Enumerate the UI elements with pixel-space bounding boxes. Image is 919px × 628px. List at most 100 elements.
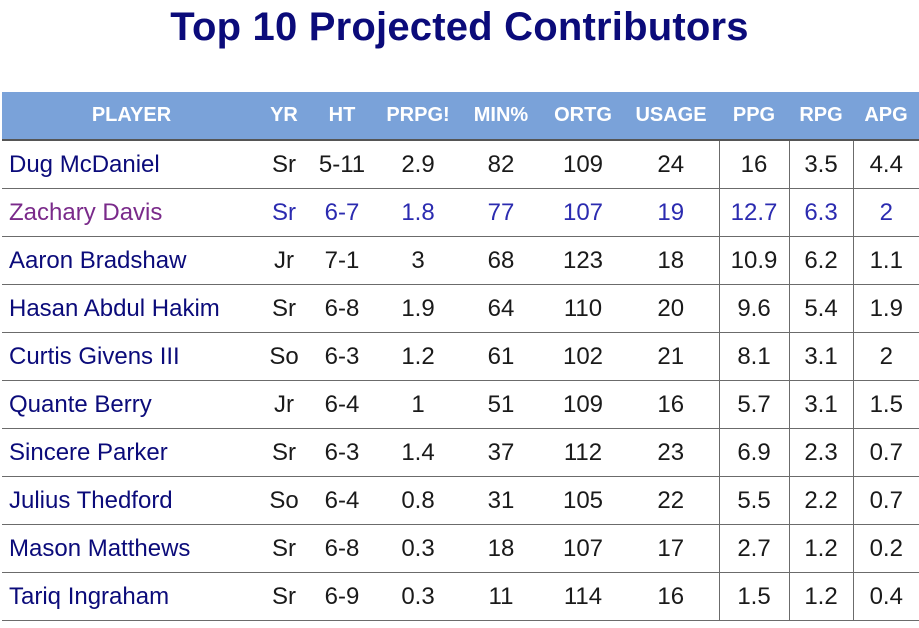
- player-name-link[interactable]: Curtis Givens III: [2, 332, 261, 381]
- ppg-cell: 2.7: [718, 524, 789, 573]
- prpg-cell: 1.9: [377, 284, 459, 333]
- rpg-cell: 2.3: [788, 428, 853, 477]
- min-pct-cell: 11: [459, 572, 543, 621]
- apg-cell: 2: [852, 332, 919, 381]
- usage-cell: 19: [623, 188, 719, 237]
- player-name-link[interactable]: Aaron Bradshaw: [2, 236, 261, 285]
- apg-cell: 0.4: [852, 572, 919, 621]
- usage-cell: 21: [623, 332, 719, 381]
- player-name-link[interactable]: Julius Thedford: [2, 476, 261, 525]
- year-cell: Sr: [261, 428, 307, 477]
- table-row: Tariq Ingraham Sr 6-9 0.3 11 114 16 1.5 …: [2, 572, 919, 621]
- table-row: Dug McDaniel Sr 5-11 2.9 82 109 24 16 3.…: [2, 140, 919, 189]
- usage-cell: 24: [623, 140, 719, 189]
- apg-cell: 1.9: [852, 284, 919, 333]
- apg-cell: 0.7: [852, 428, 919, 477]
- ppg-cell: 8.1: [718, 332, 789, 381]
- min-pct-cell: 82: [459, 140, 543, 189]
- height-cell: 6-9: [307, 572, 377, 621]
- rpg-cell: 3.5: [788, 140, 853, 189]
- player-name-link[interactable]: Tariq Ingraham: [2, 572, 261, 621]
- apg-cell: 0.2: [852, 524, 919, 573]
- min-pct-cell: 64: [459, 284, 543, 333]
- height-cell: 6-7: [307, 188, 377, 237]
- ortg-cell: 107: [543, 524, 623, 573]
- usage-cell: 22: [623, 476, 719, 525]
- height-cell: 5-11: [307, 140, 377, 189]
- apg-cell: 1.5: [852, 380, 919, 429]
- prpg-cell: 2.9: [377, 140, 459, 189]
- column-header-rpg[interactable]: RPG: [789, 92, 853, 141]
- year-cell: Sr: [261, 284, 307, 333]
- column-header-ht[interactable]: HT: [307, 92, 377, 141]
- ppg-cell: 5.5: [718, 476, 789, 525]
- player-name-link[interactable]: Sincere Parker: [2, 428, 261, 477]
- min-pct-cell: 61: [459, 332, 543, 381]
- column-header-usage[interactable]: USAGE: [623, 92, 719, 141]
- table-row: Aaron Bradshaw Jr 7-1 3 68 123 18 10.9 6…: [2, 236, 919, 285]
- rpg-cell: 1.2: [788, 524, 853, 573]
- usage-cell: 23: [623, 428, 719, 477]
- year-cell: Jr: [261, 236, 307, 285]
- column-header-ppg[interactable]: PPG: [719, 92, 789, 141]
- player-name-link[interactable]: Quante Berry: [2, 380, 261, 429]
- year-cell: So: [261, 332, 307, 381]
- usage-cell: 16: [623, 572, 719, 621]
- table-row: Curtis Givens III So 6-3 1.2 61 102 21 8…: [2, 332, 919, 381]
- table-row: Quante Berry Jr 6-4 1 51 109 16 5.7 3.1 …: [2, 380, 919, 429]
- ppg-cell: 5.7: [718, 380, 789, 429]
- column-header-player[interactable]: PLAYER: [2, 92, 261, 141]
- column-header-yr[interactable]: YR: [261, 92, 307, 141]
- usage-cell: 20: [623, 284, 719, 333]
- column-header-min[interactable]: MIN%: [459, 92, 543, 141]
- min-pct-cell: 68: [459, 236, 543, 285]
- table-row: Julius Thedford So 6-4 0.8 31 105 22 5.5…: [2, 476, 919, 525]
- ortg-cell: 110: [543, 284, 623, 333]
- prpg-cell: 1: [377, 380, 459, 429]
- player-name-link[interactable]: Hasan Abdul Hakim: [2, 284, 261, 333]
- height-cell: 6-4: [307, 476, 377, 525]
- ppg-cell: 6.9: [718, 428, 789, 477]
- contributors-table: PLAYER YR HT PRPG! MIN% ORTG USAGE PPG R…: [2, 92, 919, 621]
- column-header-ortg[interactable]: ORTG: [543, 92, 623, 141]
- prpg-cell: 1.2: [377, 332, 459, 381]
- apg-cell: 0.7: [852, 476, 919, 525]
- ppg-cell: 12.7: [718, 188, 789, 237]
- ppg-cell: 10.9: [718, 236, 789, 285]
- ppg-cell: 9.6: [718, 284, 789, 333]
- apg-cell: 2: [852, 188, 919, 237]
- min-pct-cell: 51: [459, 380, 543, 429]
- header-row: PLAYER YR HT PRPG! MIN% ORTG USAGE PPG R…: [2, 92, 919, 141]
- year-cell: Sr: [261, 188, 307, 237]
- page-title: Top 10 Projected Contributors: [170, 5, 749, 49]
- ppg-cell: 1.5: [718, 572, 789, 621]
- min-pct-cell: 77: [459, 188, 543, 237]
- ortg-cell: 109: [543, 380, 623, 429]
- apg-cell: 4.4: [852, 140, 919, 189]
- player-name-link[interactable]: Dug McDaniel: [2, 140, 261, 189]
- prpg-cell: 3: [377, 236, 459, 285]
- usage-cell: 18: [623, 236, 719, 285]
- rpg-cell: 2.2: [788, 476, 853, 525]
- ortg-cell: 109: [543, 140, 623, 189]
- height-cell: 6-8: [307, 524, 377, 573]
- ortg-cell: 102: [543, 332, 623, 381]
- prpg-cell: 0.3: [377, 524, 459, 573]
- year-cell: Jr: [261, 380, 307, 429]
- ortg-cell: 112: [543, 428, 623, 477]
- table-row: Mason Matthews Sr 6-8 0.3 18 107 17 2.7 …: [2, 524, 919, 573]
- rpg-cell: 6.3: [788, 188, 853, 237]
- rpg-cell: 5.4: [788, 284, 853, 333]
- rpg-cell: 6.2: [788, 236, 853, 285]
- rpg-cell: 3.1: [788, 332, 853, 381]
- rpg-cell: 3.1: [788, 380, 853, 429]
- ortg-cell: 123: [543, 236, 623, 285]
- table-row: Sincere Parker Sr 6-3 1.4 37 112 23 6.9 …: [2, 428, 919, 477]
- ortg-cell: 114: [543, 572, 623, 621]
- column-header-apg[interactable]: APG: [853, 92, 919, 141]
- player-name-link[interactable]: Mason Matthews: [2, 524, 261, 573]
- ortg-cell: 105: [543, 476, 623, 525]
- player-name-link[interactable]: Zachary Davis: [2, 188, 261, 237]
- column-header-prpg[interactable]: PRPG!: [377, 92, 459, 141]
- min-pct-cell: 37: [459, 428, 543, 477]
